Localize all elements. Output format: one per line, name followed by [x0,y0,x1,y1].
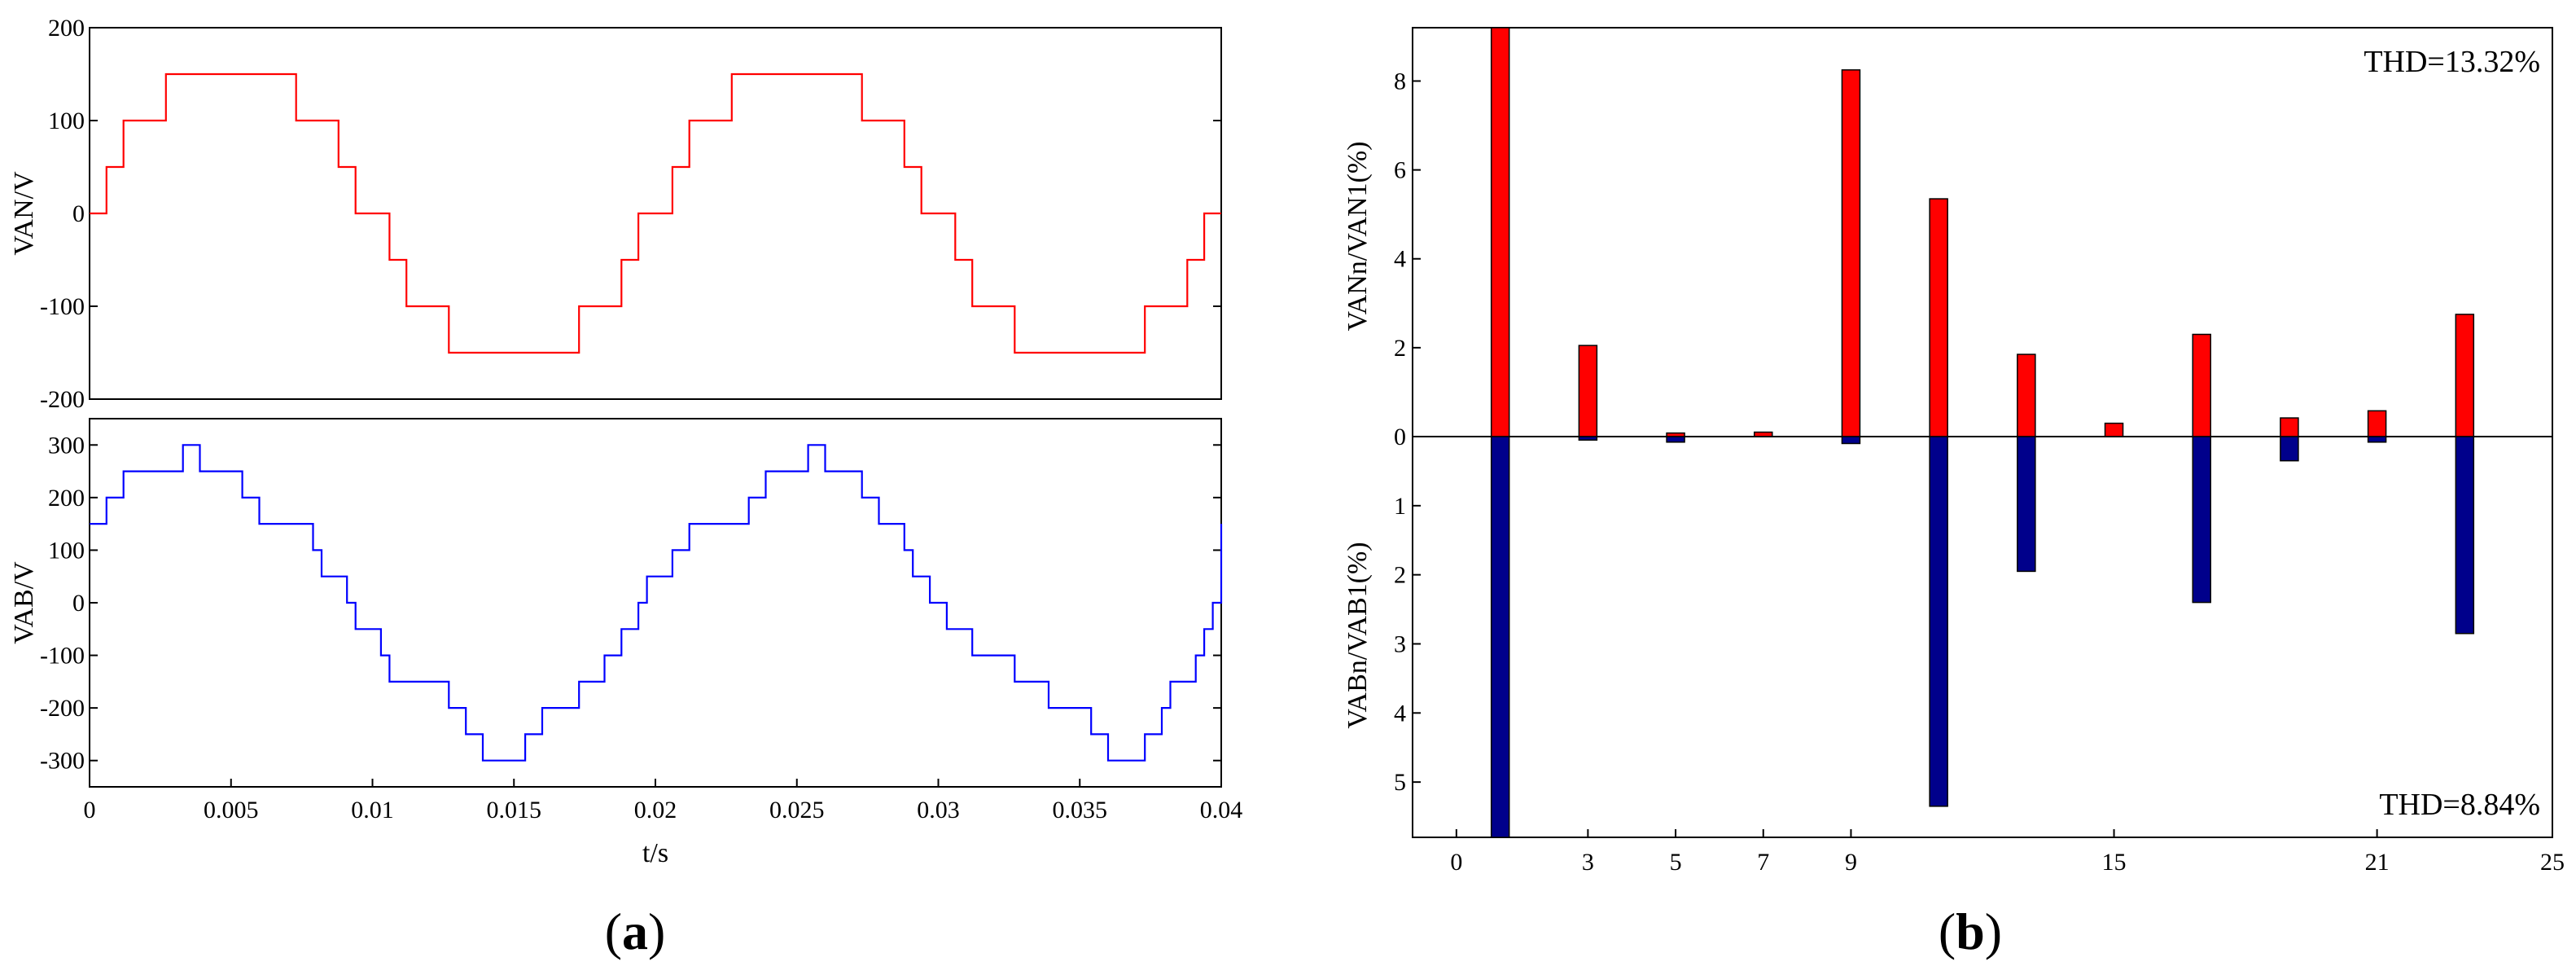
van-waveform-line [90,72,1221,354]
y-tick-label: -100 [40,293,85,320]
lower-y-tick-label: 3 [1394,630,1406,657]
harmonic-x-tick-label: 7 [1757,849,1769,876]
lower-harmonic-bar [1578,436,1598,441]
panel-label-b: (b) [1939,903,2002,960]
harmonic-x-tick-label: 15 [2102,849,2127,876]
vab-y-label: VAB/V [9,561,39,644]
upper-harmonic-bar [2367,410,2387,437]
upper-harmonic-bar [1929,198,1948,437]
time-x-label: t/s [642,838,668,868]
x-tick-label: 0.02 [634,797,677,823]
panel-label-a: (a) [605,903,666,960]
x-tick-label: 0.04 [1200,797,1243,823]
x-tick-label: 0.035 [1053,797,1108,823]
x-tick-label: 0 [84,797,96,823]
y-tick-label: 0 [72,200,85,227]
harmonic-y-ticks: 0 2 4 6 8 1 2 3 4 5 [1394,68,1421,796]
harmonic-x-tick-label: 9 [1845,849,1857,876]
harmonic-bars [1490,27,2475,838]
x-tick-label: 0.005 [204,797,259,823]
lower-y-tick-label: 1 [1394,493,1406,520]
upper-y-tick-label: 6 [1394,157,1406,184]
vab-plot-frame [89,418,1222,788]
lower-y-tick-label: 2 [1394,562,1406,589]
harmonic-x-tick-label: 3 [1582,849,1594,876]
vab-y-ticks: -300 -200 -100 0 100 200 300 [40,432,1221,775]
y-tick-label: 100 [48,108,85,134]
upper-harmonic-bar [2192,333,2211,437]
upper-harmonic-bar [2280,417,2299,437]
harmonic-x-ticks: 0 3 5 7 9 15 21 25 [1450,829,2565,876]
upper-harmonic-bar [2017,354,2036,437]
harmonic-x-tick-label: 25 [2540,849,2565,876]
harmonic-x-tick-label: 0 [1450,849,1462,876]
y-tick-label: -100 [40,643,85,670]
lower-harmonic-bar [1490,436,1510,838]
lower-harmonic-bar [2192,436,2211,604]
upper-y-tick-label: 2 [1394,335,1406,362]
y-tick-label: 100 [48,537,85,564]
y-tick-label: -300 [40,748,85,775]
y-tick-label: 200 [48,485,85,512]
x-tick-label: 0.01 [351,797,394,823]
upper-harmonic-bar [2104,422,2124,437]
lower-harmonic-bar [2280,436,2299,462]
lower-harmonic-bar [2367,436,2387,443]
harmonic-x-tick-label: 5 [1670,849,1682,876]
harmonic-x-tick-label: 21 [2365,849,2390,876]
vab-x-ticks: 0 0.005 0.01 0.015 0.02 0.025 0.03 0.035 0.04 [84,779,1243,823]
upper-y-tick-label: 4 [1394,246,1406,273]
upper-harmonic-bar [1841,69,1861,437]
vab-harmonic-y-label: VABn/VAB1(%) [1343,542,1373,728]
upper-harmonic-bar [1578,345,1598,437]
van-y-label: VAN/V [9,171,39,256]
y-tick-label: -200 [40,386,85,413]
x-tick-label: 0.03 [917,797,960,823]
lower-harmonic-bar [2017,436,2036,573]
lower-y-tick-label: 4 [1394,700,1406,727]
y-tick-label: -200 [40,695,85,722]
upper-harmonic-bar [1490,27,1510,437]
panel-a: -200 -100 0 100 200 VAN/V -300 -200 -100 0 100 20… [9,15,1242,960]
lower-harmonic-bar [1666,436,1685,443]
lower-harmonic-bar [2455,436,2475,635]
thd-lower-annotation: THD=8.84% [2379,788,2540,822]
y-tick-label: 300 [48,432,85,459]
x-tick-label: 0.015 [487,797,542,823]
vab-waveform-line [90,444,1223,762]
lower-harmonic-bar [1929,436,1948,807]
lower-harmonic-bar [1841,436,1861,445]
thd-upper-annotation: THD=13.32% [2364,45,2540,79]
y-tick-label: 0 [72,590,85,617]
upper-y-tick-label: 8 [1394,68,1406,94]
panel-b: 0 2 4 6 8 1 2 3 4 5 0 3 5 7 9 15 21 25 VANn/VAN1(%) VABn… [1343,27,2565,960]
upper-y-tick-label: 0 [1394,424,1406,450]
y-tick-label: 200 [48,15,85,42]
lower-y-tick-label: 5 [1394,769,1406,796]
van-harmonic-y-label: VANn/VAN1(%) [1343,142,1373,332]
harmonic-plot-frame [1412,27,2553,838]
x-tick-label: 0.025 [769,797,825,823]
upper-harmonic-bar [1754,431,1773,437]
upper-harmonic-bar [2455,314,2475,437]
